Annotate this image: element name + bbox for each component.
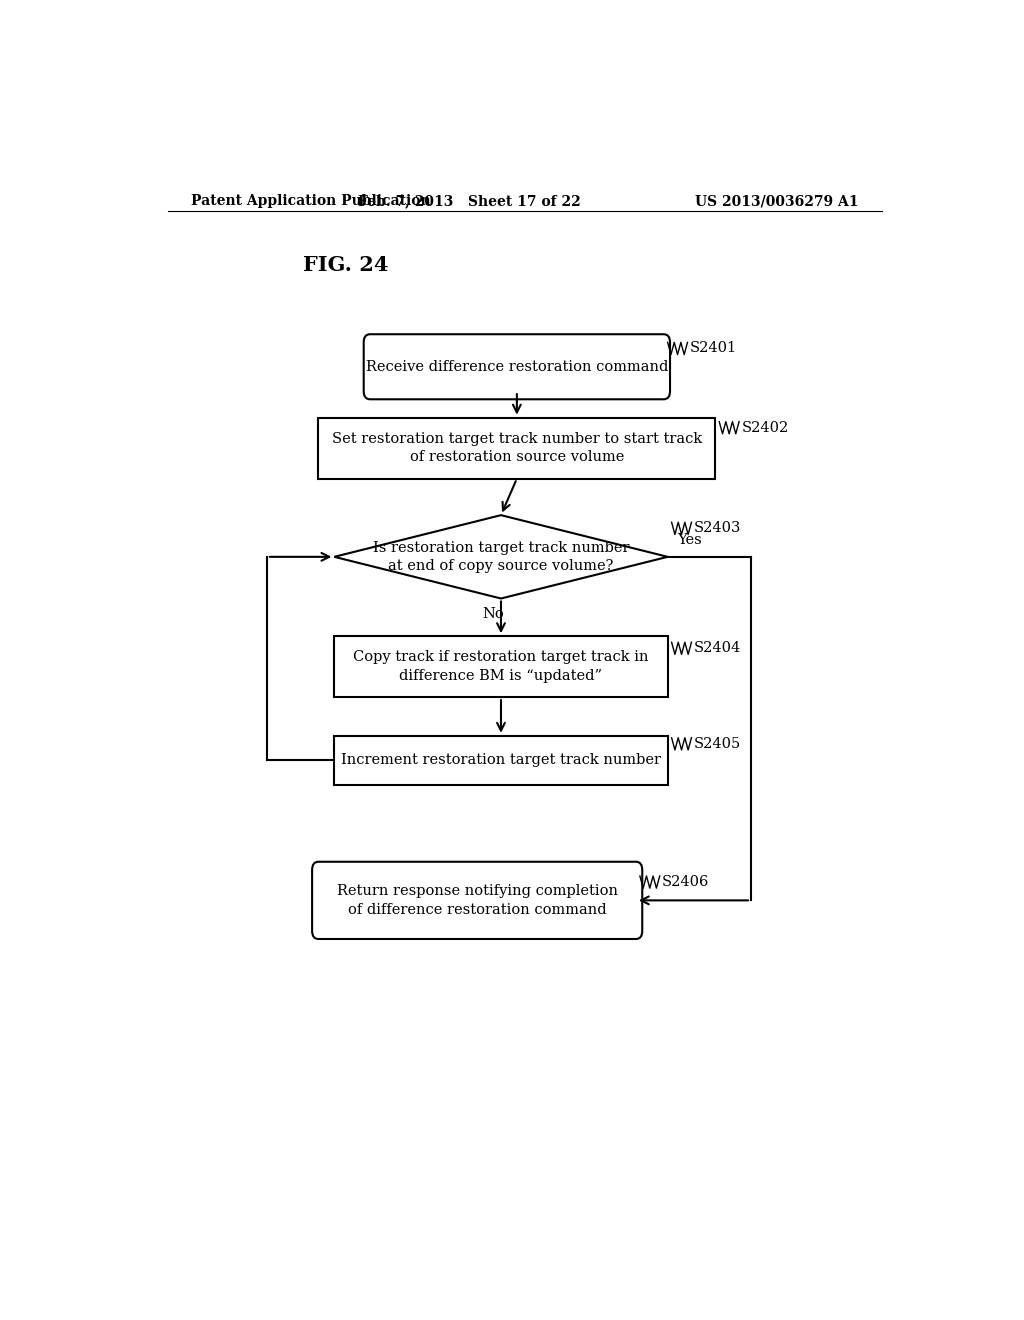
Text: S2405: S2405 [694,737,741,751]
Bar [318,417,715,479]
Text: S2401: S2401 [690,342,737,355]
Text: Set restoration target track number to start track
of restoration source volume: Set restoration target track number to s… [332,432,702,465]
Text: Is restoration target track number
at end of copy source volume?: Is restoration target track number at en… [373,541,629,573]
Text: Copy track if restoration target track in
difference BM is “updated”: Copy track if restoration target track i… [353,651,649,682]
Bar [334,636,668,697]
Text: Patent Application Publication: Patent Application Publication [191,194,431,209]
Text: No: No [482,607,504,620]
Text: Increment restoration target track number: Increment restoration target track numbe… [341,754,662,767]
Text: S2402: S2402 [741,421,788,434]
Polygon shape [334,515,668,598]
Text: FIG. 24: FIG. 24 [303,255,388,275]
Text: Return response notifying completion
of difference restoration command: Return response notifying completion of … [337,884,617,916]
Text: S2403: S2403 [694,521,741,536]
Text: US 2013/0036279 A1: US 2013/0036279 A1 [694,194,858,209]
Text: Yes: Yes [677,533,701,546]
Text: Receive difference restoration command: Receive difference restoration command [366,360,668,374]
Text: Feb. 7, 2013   Sheet 17 of 22: Feb. 7, 2013 Sheet 17 of 22 [357,194,581,209]
FancyBboxPatch shape [364,334,670,399]
Text: S2404: S2404 [694,642,741,655]
FancyBboxPatch shape [312,862,642,939]
Text: S2406: S2406 [663,875,710,890]
Bar [334,735,668,784]
